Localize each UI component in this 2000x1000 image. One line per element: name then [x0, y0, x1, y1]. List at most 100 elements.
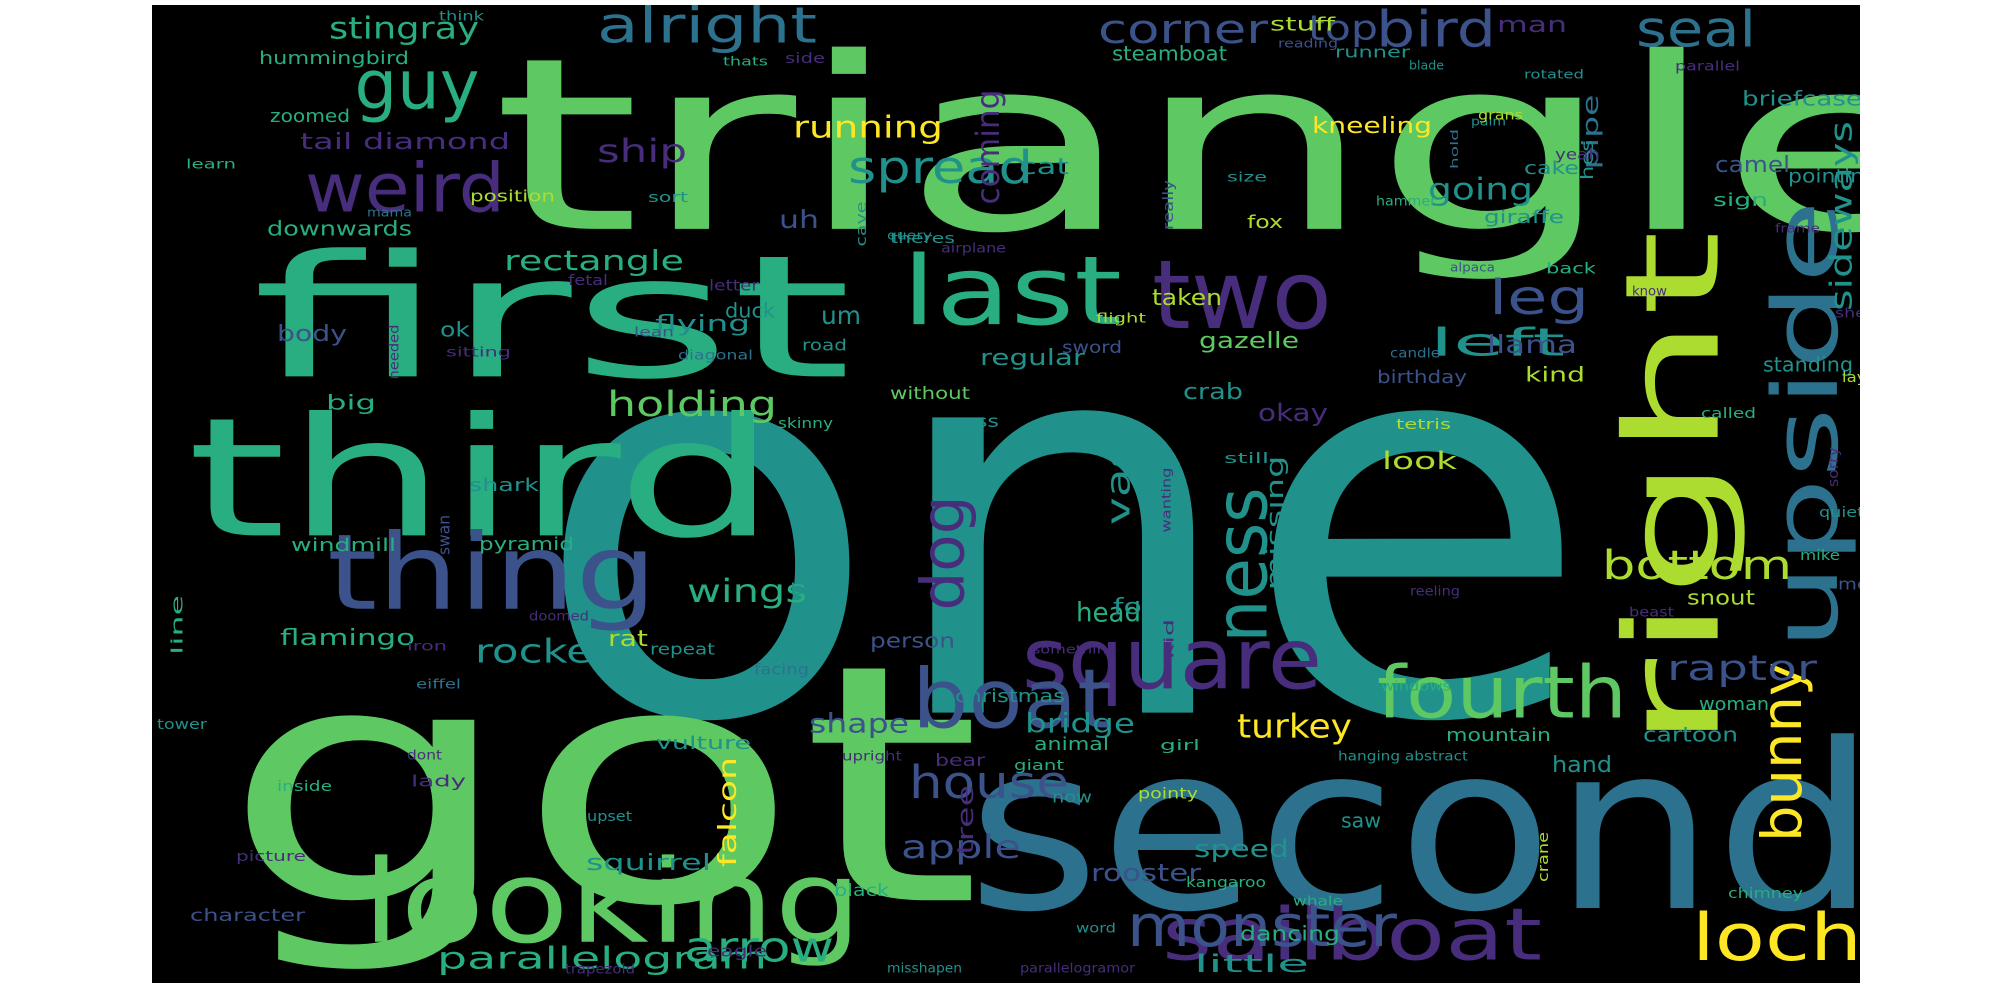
cloud-word: weird	[305, 150, 505, 229]
cloud-word: query	[887, 229, 932, 243]
cloud-word: girl	[1160, 738, 1200, 754]
cloud-word: looking	[362, 836, 862, 970]
cloud-word: look	[1382, 447, 1457, 475]
cloud-word: ness	[1200, 488, 1284, 643]
cloud-word: top	[1308, 9, 1378, 49]
cloud-word: now	[1052, 788, 1092, 807]
cloud-word: downwards	[267, 217, 412, 241]
cloud-word: big	[326, 391, 376, 415]
cloud-word: flight	[1096, 312, 1146, 327]
cloud-word: hes	[1578, 140, 1598, 180]
cloud-word: fourth	[1377, 651, 1627, 735]
cloud-word: upset	[587, 809, 633, 825]
cloud-word: seal	[1636, 5, 1756, 59]
cloud-word: running	[793, 111, 943, 146]
cloud-word: parallel	[1675, 60, 1740, 75]
cloud-word: iron	[407, 640, 447, 655]
cloud-word: rotated	[1524, 68, 1584, 82]
cloud-word: laying	[1842, 370, 1860, 386]
cloud-word: candle	[1390, 347, 1440, 362]
cloud-word: loch	[1692, 901, 1860, 976]
cloud-word: parallelogramor	[1020, 962, 1136, 977]
cloud-word: falcon	[713, 757, 742, 867]
cloud-word: chimney	[1728, 886, 1803, 902]
cloud-word: windows	[1381, 680, 1451, 695]
cloud-word: body	[277, 322, 347, 347]
cloud-word: character	[190, 906, 305, 926]
cloud-word: alright	[597, 5, 817, 55]
cloud-word: birthday	[1377, 367, 1467, 388]
cloud-word: flying	[655, 312, 750, 337]
cloud-word: side	[785, 51, 825, 67]
cloud-word: snout	[1687, 586, 1755, 610]
cloud-word: gazelle	[1199, 329, 1299, 354]
cloud-word: tail diamond	[300, 130, 510, 155]
cloud-word: tree	[954, 785, 979, 855]
cloud-word: head	[1076, 598, 1141, 629]
cloud-word: dancing	[1240, 922, 1340, 946]
cloud-word: um	[821, 301, 861, 330]
cloud-word: four	[1113, 595, 1174, 620]
cloud-word: camel	[1715, 153, 1790, 178]
cloud-word: windmill	[291, 535, 396, 556]
cloud-word: man	[1497, 13, 1567, 38]
cloud-word: spread	[848, 141, 1033, 194]
cloud-word: speed	[1194, 835, 1289, 863]
cloud-word: parallelogram	[437, 942, 767, 977]
cloud-word: arrow	[684, 923, 834, 972]
cloud-word: mean	[1838, 575, 1860, 594]
cloud-word: road	[802, 336, 847, 355]
cloud-word: stuff	[1270, 14, 1336, 36]
cloud-word: apple	[901, 828, 1021, 866]
cloud-word: cartoon	[1643, 723, 1738, 747]
cloud-word: still	[1224, 451, 1269, 467]
cloud-word: raptor	[1667, 649, 1818, 689]
cloud-word: word	[1076, 922, 1116, 937]
cloud-word: repeat	[650, 640, 715, 659]
cloud-word: sideways	[1825, 121, 1860, 311]
cloud-word: bird	[1376, 5, 1496, 59]
cloud-word: hand	[1552, 753, 1612, 778]
cloud-word: rat	[608, 627, 648, 652]
cloud-word: pointing	[1788, 166, 1860, 188]
cloud-word: kneeling	[1312, 114, 1432, 139]
cloud-word: barn	[790, 580, 840, 599]
cloud-word: boat	[912, 652, 1112, 747]
cloud-word: third	[187, 382, 777, 574]
cloud-word: thats	[723, 55, 768, 69]
cloud-word: sort	[648, 190, 689, 206]
cloud-word: wanting	[1160, 468, 1174, 533]
cloud-word: missing	[1261, 456, 1289, 591]
cloud-word: runner	[1335, 43, 1411, 62]
cloud-word: giraffe	[1484, 207, 1564, 228]
cloud-word: dog	[909, 496, 979, 611]
cloud-word: right	[1597, 230, 1749, 750]
cloud-word: uh	[779, 205, 819, 234]
cloud-word: sailboat	[1162, 893, 1542, 977]
cloud-word: reeling	[1410, 585, 1460, 600]
cloud-word: last	[902, 237, 1122, 347]
cloud-word: kind	[1525, 363, 1585, 387]
cloud-word: stingray	[329, 12, 479, 47]
cloud-word: flamingo	[280, 626, 415, 651]
cloud-word: holding	[607, 385, 777, 425]
cloud-word: rectangle	[504, 244, 684, 277]
cloud-word: one	[532, 213, 1592, 841]
cloud-word: sign	[1713, 190, 1768, 211]
cloud-word: giant	[1014, 758, 1065, 774]
cloud-word: thing	[327, 512, 657, 634]
cloud-word: hummingbird	[259, 48, 409, 69]
cloud-word: frame	[1775, 222, 1820, 236]
cloud-word: really	[1161, 180, 1177, 230]
cloud-word: got	[222, 594, 982, 978]
cloud-word: needed	[388, 325, 403, 380]
cloud-word: kangaroo	[1186, 875, 1266, 891]
cloud-word: saw	[1341, 809, 1381, 833]
cloud-word: eiffel	[416, 678, 461, 693]
cloud-word: quiet	[1819, 505, 1860, 521]
cloud-word: first	[252, 219, 852, 417]
cloud-word: hold	[1448, 129, 1461, 169]
cloud-word: upright	[842, 750, 902, 765]
cloud-word: square	[1022, 610, 1322, 709]
